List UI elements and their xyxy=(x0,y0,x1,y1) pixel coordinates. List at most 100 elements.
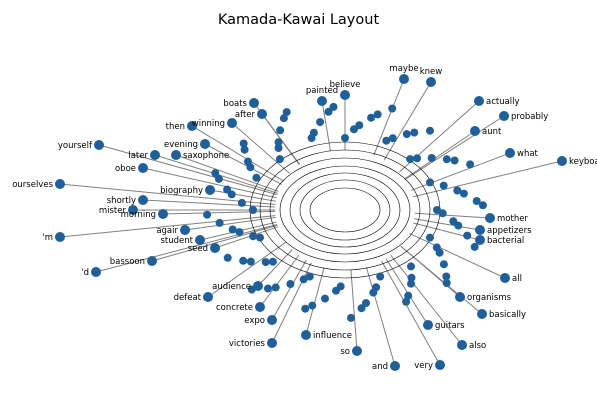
node-expo[interactable] xyxy=(267,315,277,325)
core-node xyxy=(316,118,325,127)
core-node xyxy=(223,185,232,194)
node-and[interactable] xyxy=(390,361,400,371)
node-basically[interactable] xyxy=(477,309,487,319)
core-node xyxy=(367,113,376,122)
core-node xyxy=(228,225,237,234)
node-defeat[interactable] xyxy=(203,292,213,302)
node-so[interactable] xyxy=(352,346,362,356)
node-actually[interactable] xyxy=(474,96,484,106)
core-node xyxy=(355,121,364,130)
core-node xyxy=(305,272,314,281)
node-student[interactable] xyxy=(195,235,205,245)
node-yourself[interactable] xyxy=(94,140,104,150)
node-layer xyxy=(55,74,567,371)
node-mister[interactable] xyxy=(128,205,138,215)
node-label-student: student xyxy=(161,236,194,246)
core-node xyxy=(407,273,416,282)
core-node xyxy=(463,231,472,240)
core-node xyxy=(427,154,436,162)
edge-d xyxy=(95,224,278,273)
node-organisms[interactable] xyxy=(455,292,465,302)
core-node xyxy=(453,186,462,195)
edge-so xyxy=(350,269,358,352)
node-label-mister: mister xyxy=(99,206,127,216)
node-believe[interactable] xyxy=(340,90,350,100)
node-label-expo: expo xyxy=(244,316,265,326)
node-ourselves[interactable] xyxy=(55,179,65,189)
node-evening[interactable] xyxy=(200,139,210,149)
node-m[interactable] xyxy=(55,232,65,242)
edge-then xyxy=(191,125,284,182)
core-node xyxy=(369,288,378,297)
node-label-appetizers: appetizers xyxy=(487,226,532,236)
node-then[interactable] xyxy=(187,121,197,131)
edge-influence xyxy=(305,267,325,336)
node-label-very: very xyxy=(414,361,433,371)
node-oboe[interactable] xyxy=(138,163,148,173)
node-label-saxophone: saxophone xyxy=(183,151,229,161)
node-shortly[interactable] xyxy=(138,195,148,205)
node-winning[interactable] xyxy=(227,118,237,128)
node-d[interactable] xyxy=(91,267,101,277)
node-label-all: all xyxy=(512,274,522,284)
node-agair[interactable] xyxy=(180,225,190,235)
node-what[interactable] xyxy=(505,148,515,158)
core-node xyxy=(376,272,385,281)
node-label-aunt: aunt xyxy=(482,127,502,137)
core-node xyxy=(215,218,224,227)
edge-maybe xyxy=(373,78,405,156)
node-label-bacterial: bacterial xyxy=(487,236,524,246)
edge-audience xyxy=(257,249,293,287)
node-label-ourselves: ourselves xyxy=(12,180,53,190)
core-node xyxy=(264,284,272,293)
node-label-maybe: maybe xyxy=(389,64,418,74)
node-saxophone[interactable] xyxy=(171,150,181,160)
core-node xyxy=(249,206,257,214)
node-knew[interactable] xyxy=(426,77,436,87)
node-label-seed: seed xyxy=(188,244,208,254)
node-probably[interactable] xyxy=(499,111,509,121)
node-label-morning: morning xyxy=(121,210,156,220)
node-painted[interactable] xyxy=(317,96,327,106)
node-seed[interactable] xyxy=(210,243,220,253)
core-node xyxy=(239,256,248,265)
node-bassoon[interactable] xyxy=(147,256,157,266)
node-label-audience: audience xyxy=(212,282,251,292)
node-later[interactable] xyxy=(150,150,160,160)
node-also[interactable] xyxy=(457,340,467,350)
node-label-painted: painted xyxy=(306,86,338,96)
node-morning[interactable] xyxy=(158,209,168,219)
edge-aunt xyxy=(404,130,476,180)
node-victories[interactable] xyxy=(267,338,277,348)
node-label-basically: basically xyxy=(489,310,526,320)
core-node xyxy=(239,139,248,148)
edge-m xyxy=(59,215,276,238)
core-node xyxy=(407,262,415,271)
edge-saxophone xyxy=(175,154,279,192)
core-node xyxy=(286,280,295,288)
node-label-concrete: concrete xyxy=(216,303,253,313)
node-after[interactable] xyxy=(257,109,267,119)
node-aunt[interactable] xyxy=(470,126,480,136)
node-label-probably: probably xyxy=(511,112,548,122)
node-all[interactable] xyxy=(500,273,510,283)
node-concrete[interactable] xyxy=(255,302,265,312)
node-label-later: later xyxy=(128,151,148,161)
node-biography[interactable] xyxy=(205,185,215,195)
core-node xyxy=(435,248,444,257)
node-mother[interactable] xyxy=(485,213,495,223)
node-bacterial[interactable] xyxy=(475,235,485,245)
node-label-boats: boats xyxy=(223,99,247,109)
node-maybe[interactable] xyxy=(399,74,409,84)
node-very[interactable] xyxy=(435,360,445,370)
node-guitars[interactable] xyxy=(423,320,433,330)
node-influence[interactable] xyxy=(301,330,311,340)
node-boats[interactable] xyxy=(249,98,259,108)
node-label-agair: agair xyxy=(156,226,178,236)
node-appetizers[interactable] xyxy=(475,225,485,235)
edge-expo xyxy=(271,259,307,321)
core-node xyxy=(406,155,415,164)
node-keyboard[interactable] xyxy=(557,156,567,166)
graph-title: Kamada-Kawai Layout xyxy=(218,12,380,28)
